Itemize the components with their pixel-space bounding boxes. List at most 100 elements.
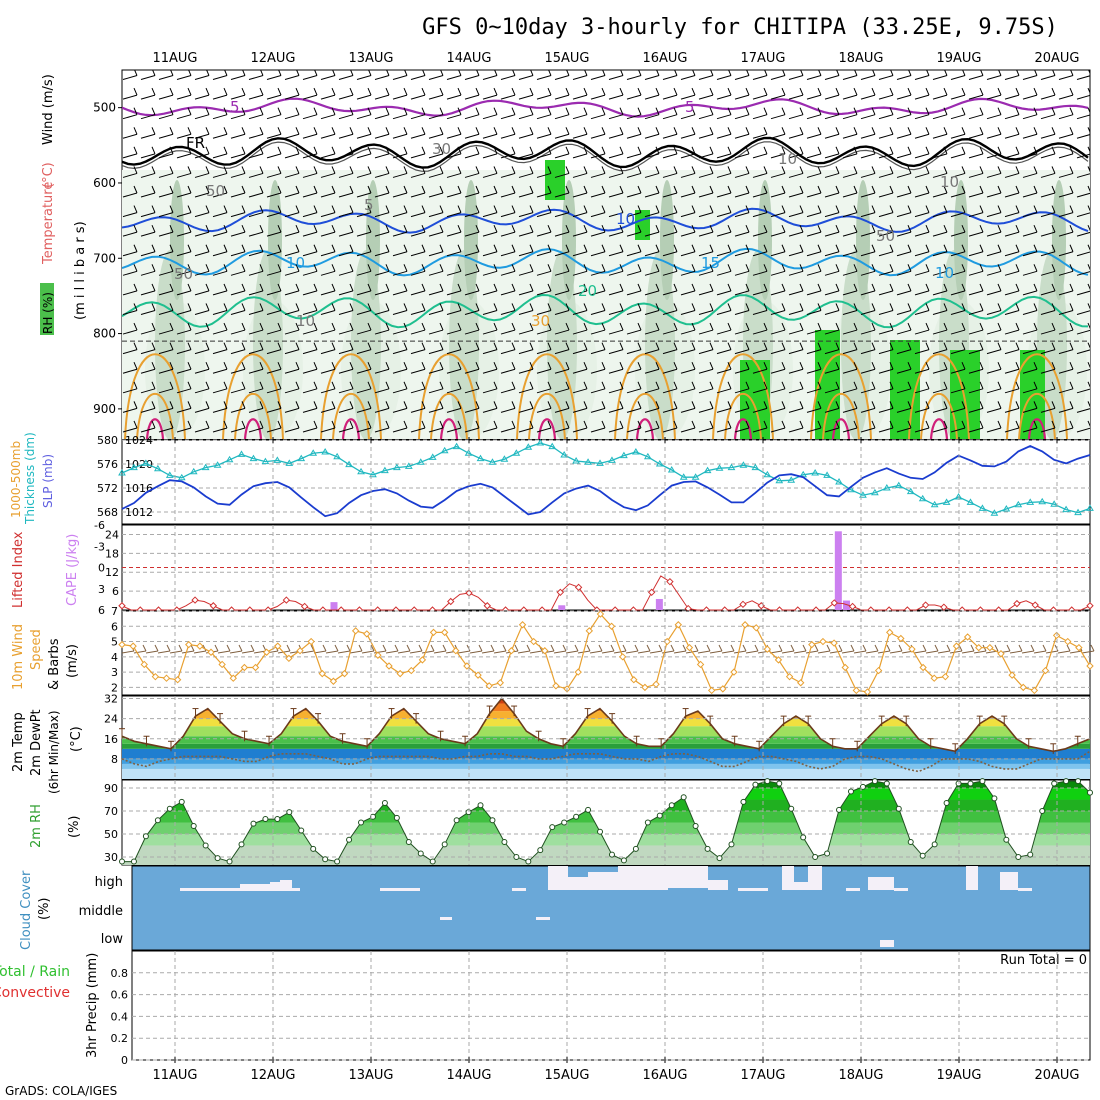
wind-barb [410,251,426,257]
total-rain-label: Total / Rain [0,964,70,980]
wind-barb [518,270,534,276]
wind-barb [1040,407,1056,413]
wind-barb [356,94,372,100]
wind-barb-flag [187,264,192,272]
wind-barb-flag [943,166,948,174]
wind-barb-flag [835,342,840,350]
wind-barb-flag [331,362,336,370]
wind-barb-flag [223,146,228,155]
wind-barb-flag [475,362,480,370]
wind-barb [554,427,570,433]
wind10m-point [908,645,916,653]
wind-barb-flag [943,362,948,370]
wind-barb-flag [1051,166,1056,174]
wind-barb-flag [727,283,732,292]
wind-barb-flag [295,342,300,350]
temperature-label: Temperature [41,182,56,265]
wind-barb-flag [223,224,228,233]
wind-barb-flag [313,166,318,174]
wind-barb-flag [439,362,444,370]
date-label-bottom: 20AUG [1034,1068,1079,1083]
wind-barb [1040,349,1056,355]
wind-barb [176,133,192,139]
wind-barb [734,270,750,276]
wind-barb-flag [655,264,660,272]
wind-barb-flag [170,70,174,76]
wind10m-barb [1081,650,1095,654]
wind-barb-flag [979,342,984,350]
wind-barb [122,349,138,355]
thickness-point [189,467,198,475]
wind-barb [140,368,156,374]
thickness-point [345,460,353,468]
wind-barb [590,114,606,120]
wind-barb [320,172,336,178]
wind-barb [212,270,228,276]
wind-barb-flag [835,127,840,135]
wind10m-barb-flag [802,644,807,652]
wind-barb-flag [224,70,228,76]
wind-barb [1058,368,1074,374]
wind-barb-flag [331,166,336,174]
wind10m-point [707,686,716,695]
wind-barb [572,212,588,218]
rh2m-point [119,858,125,865]
wind-barb-flag [961,107,966,115]
wind-barb [734,192,750,198]
li-tick: 3 [98,583,105,596]
contour-label: 10 [940,173,959,191]
wind-barb [860,290,876,296]
wind-barb [770,133,786,139]
dewpt-label: 2m DewPt [29,709,44,776]
thickness-point [978,504,987,511]
wind-barb-flag [367,381,372,390]
wind-barb [338,290,354,296]
wind-barb [482,133,498,139]
thickness-point [488,458,497,465]
wind-barb [338,329,354,335]
wind10m-point [930,674,938,682]
cape-tick: 24 [105,528,119,541]
wind-barb-flag [1087,322,1090,330]
wind-barb-flag [691,381,696,390]
wind-barb [212,172,228,178]
wind-barb-flag [979,283,984,292]
wind-barb [536,114,552,120]
wind-barb-flag [223,87,228,96]
wind-barb-flag [782,70,786,76]
wind-barb-flag [331,87,336,96]
wind-barb-flag [313,420,318,429]
wind-barb [626,153,642,159]
wind-barb [752,270,768,276]
wind-barb-flag [133,381,138,390]
wind-barb-flag [817,185,822,194]
wind-barb-flag [709,420,714,429]
thickness-point [297,454,306,462]
wind-barb-flag [1015,146,1020,155]
wind-barb-flag [529,205,534,213]
wind10m-barb [769,650,783,654]
wind-barb-flag [421,185,426,194]
wind-barb-flag [979,264,984,272]
wind-barb-flag [331,264,336,272]
wind-barb [392,270,408,276]
rh2m-point [286,809,293,816]
wind-barb-flag [943,401,948,409]
wind-barb-flag [889,166,894,174]
wind-barb [230,270,246,276]
wind-barb [320,407,336,413]
rh2m-point [1063,778,1070,785]
wind-barb-flag [925,146,930,155]
wind-barb [770,290,786,296]
wind-barb [266,133,282,139]
wind-barb [392,153,408,159]
wind-barb [644,231,660,237]
wind-barb [302,153,318,159]
wind-barb-flag [781,303,786,311]
thickness-point [882,484,891,491]
wind-barb-flag [493,381,498,390]
wind-barb [1004,192,1020,198]
wind-barb [1058,407,1074,413]
wind10m-tick: 5 [111,636,118,649]
wind-barb [1022,290,1038,296]
